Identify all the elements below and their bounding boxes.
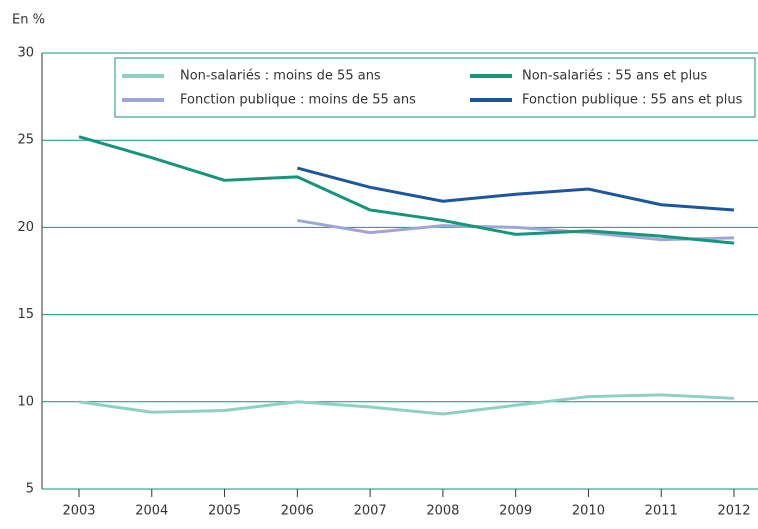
x-tick-label: 2009 xyxy=(499,504,532,519)
legend-box xyxy=(114,57,756,118)
x-tick-label: 2006 xyxy=(281,504,314,519)
x-tick-label: 2003 xyxy=(62,504,95,519)
line-series xyxy=(297,218,735,242)
y-tick-label: 10 xyxy=(17,394,34,409)
line-series xyxy=(78,135,735,245)
line-series xyxy=(78,393,735,416)
y-tick-label: 5 xyxy=(26,482,34,497)
legend-label: Fonction publique : 55 ans et plus xyxy=(522,93,743,108)
x-tick-label: 2005 xyxy=(208,504,241,519)
x-tick-label: 2004 xyxy=(135,504,168,519)
y-tick-label: 15 xyxy=(17,307,34,322)
y-tick-label: 30 xyxy=(17,46,34,61)
y-tick-label: 20 xyxy=(17,220,34,235)
legend-label: Non-salariés : moins de 55 ans xyxy=(180,69,381,84)
x-tick-label: 2011 xyxy=(645,504,678,519)
x-tick-label: 2012 xyxy=(717,504,750,519)
legend-label: Fonction publique : moins de 55 ans xyxy=(180,93,416,108)
line-series xyxy=(296,166,735,212)
x-tick-label: 2010 xyxy=(572,504,605,519)
x-tick-label: 2007 xyxy=(354,504,387,519)
x-tick-label: 2008 xyxy=(426,504,459,519)
legend-label: Non-salariés : 55 ans et plus xyxy=(522,69,707,84)
y-axis-label: En % xyxy=(12,13,45,28)
y-tick-label: 25 xyxy=(17,133,34,148)
